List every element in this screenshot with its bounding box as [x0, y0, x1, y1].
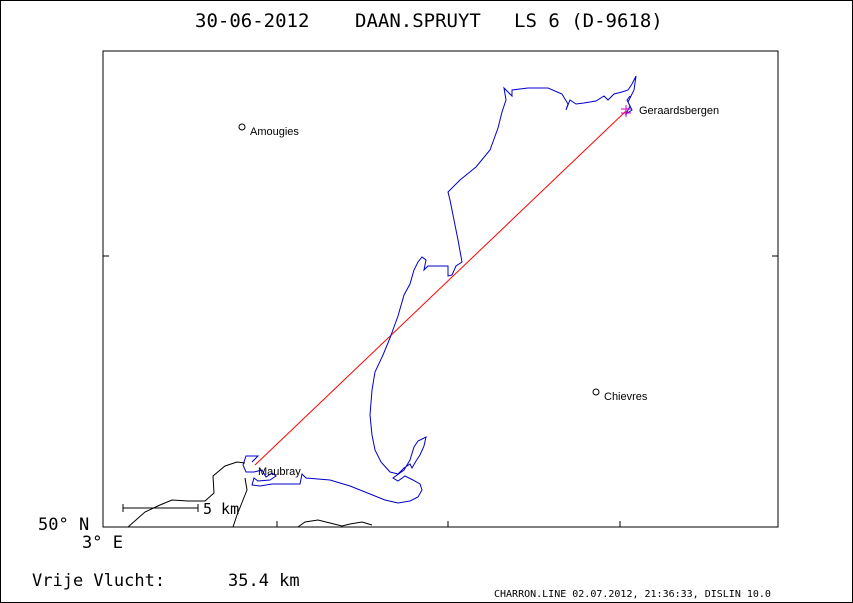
credits-line: CHARRON.LINE 02.07.2012, 21:36:33, DISLI…	[494, 589, 771, 600]
longitude-label: 3° E	[82, 533, 123, 553]
place-label-amougies: Amougies	[250, 126, 299, 138]
start-marker	[621, 105, 631, 117]
flight-track	[242, 75, 637, 504]
header-date: 30-06-2012	[195, 10, 309, 32]
task-line	[254, 110, 627, 466]
place-marker-amougies	[238, 123, 246, 131]
border-lines	[127, 461, 373, 528]
map-plot-frame	[102, 50, 779, 528]
header-pilot: DAAN.SPRUYT	[355, 10, 481, 32]
latitude-label: 50° N	[38, 515, 89, 535]
axis-ticks	[103, 255, 778, 528]
distance-value: 35.4 km	[228, 571, 300, 591]
distance-label: Vrije Vlucht:	[32, 571, 165, 591]
header-glider: LS 6 (D-9618)	[514, 10, 663, 32]
place-label-maubray: Maubray	[258, 466, 301, 478]
scale-label: 5 km	[203, 500, 239, 518]
place-markers	[238, 123, 600, 396]
place-label-geraardsbergen: Geraardsbergen	[639, 105, 719, 117]
place-label-chievres: Chievres	[604, 391, 648, 403]
place-marker-chievres	[592, 388, 600, 396]
scale-bar	[122, 504, 199, 512]
